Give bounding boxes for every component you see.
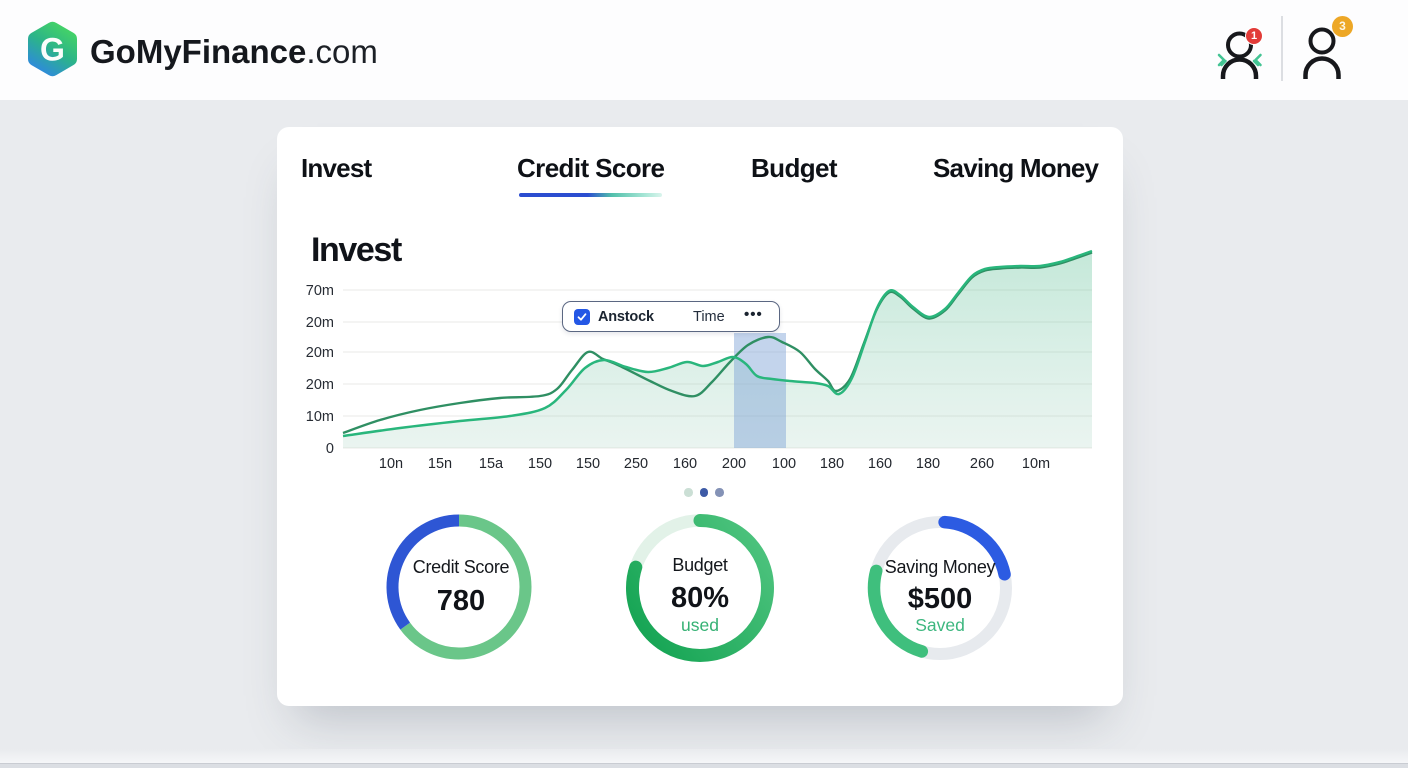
svg-text:15n: 15n (428, 456, 452, 472)
svg-text:160: 160 (868, 456, 892, 472)
svg-text:20m: 20m (306, 345, 334, 361)
svg-text:70m: 70m (306, 283, 334, 299)
svg-text:160: 160 (673, 456, 697, 472)
svg-text:150: 150 (528, 456, 552, 472)
svg-text:10m: 10m (306, 409, 334, 425)
svg-text:20m: 20m (306, 315, 334, 331)
svg-text:180: 180 (820, 456, 844, 472)
svg-text:15a: 15a (479, 456, 504, 472)
svg-text:250: 250 (624, 456, 648, 472)
svg-text:260: 260 (970, 456, 994, 472)
svg-text:180: 180 (916, 456, 940, 472)
svg-text:100: 100 (772, 456, 796, 472)
svg-text:10n: 10n (379, 456, 403, 472)
svg-text:0: 0 (326, 441, 334, 457)
svg-text:20m: 20m (306, 377, 334, 393)
svg-text:G: G (40, 32, 65, 68)
svg-text:200: 200 (722, 456, 746, 472)
svg-text:10m: 10m (1022, 456, 1050, 472)
svg-text:150: 150 (576, 456, 600, 472)
